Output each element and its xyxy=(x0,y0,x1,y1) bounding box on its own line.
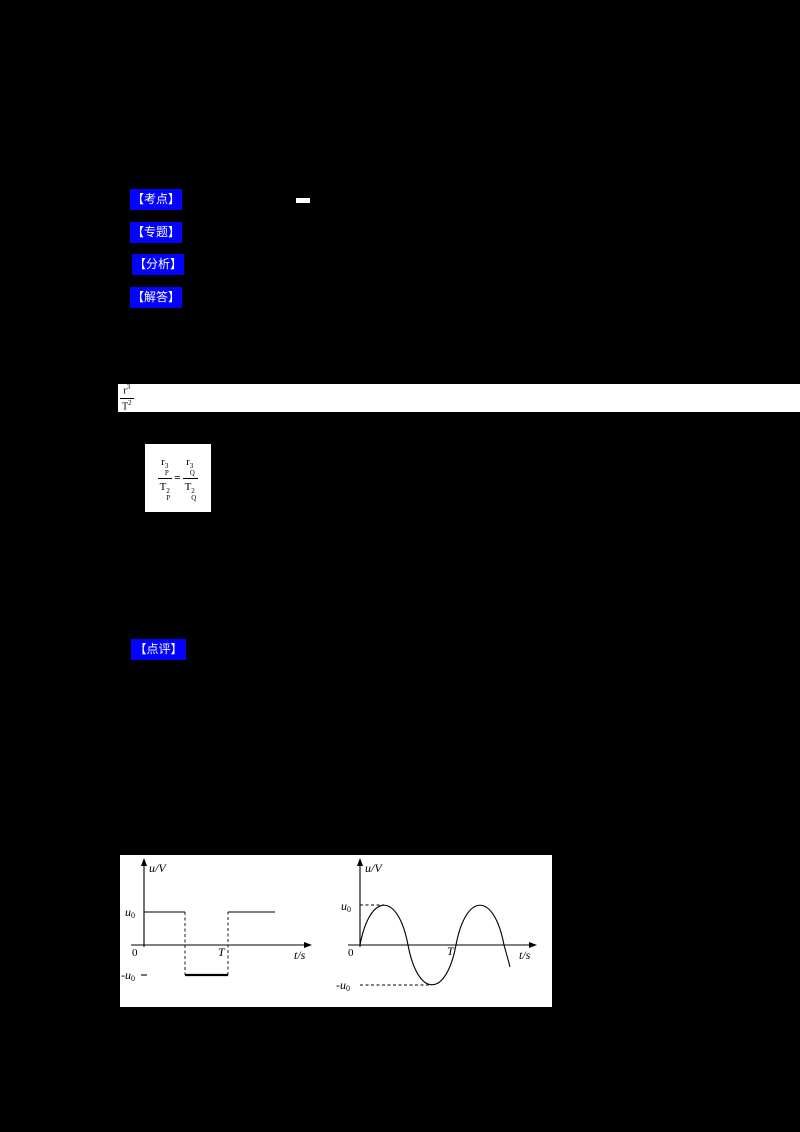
highlight-dash-mark xyxy=(296,198,310,203)
origin-label: 0 xyxy=(132,947,138,959)
x-axis-arrow xyxy=(529,942,537,948)
section-tag-5: 【点评】 xyxy=(131,639,186,660)
y-axis-arrow xyxy=(357,858,363,866)
pos-amplitude-label: u0 xyxy=(341,899,351,914)
section-tag-4: 【解答】 xyxy=(130,287,182,308)
section-tag-2: 【专题】 xyxy=(130,222,182,243)
period-label: T xyxy=(447,944,455,958)
kepler-denominator: T2 xyxy=(122,398,132,412)
section-tag-1: 【考点】 xyxy=(130,189,182,210)
sine-wave-graph: u/V t/s 0 T u0 -u0 xyxy=(336,858,537,993)
neg-amplitude-label: -u0 xyxy=(336,978,350,993)
x-axis-label: t/s xyxy=(519,948,531,962)
y-axis-label: u/V xyxy=(365,861,383,875)
period-label: T xyxy=(218,945,226,959)
square-wave-graph: u/V t/s 0 T u0 -u0 xyxy=(121,858,312,983)
voltage-graphs-panel: u/V t/s 0 T u0 -u0 u/V t/s xyxy=(120,855,552,1007)
y-axis-label: u/V xyxy=(149,861,167,875)
origin-label: 0 xyxy=(348,947,354,959)
x-axis-arrow xyxy=(304,942,312,948)
waveform-graphs: u/V t/s 0 T u0 -u0 u/V t/s xyxy=(121,858,537,993)
sine-curve xyxy=(359,904,511,986)
pos-amplitude-label: u0 xyxy=(125,905,135,920)
kepler-equation-strip: r3 T2 xyxy=(118,383,800,414)
kepler-numerator: r3 xyxy=(120,383,134,399)
equals-sign: = xyxy=(174,472,181,484)
kepler-fraction: r3 T2 xyxy=(120,383,134,414)
neg-amplitude-label: -u0 xyxy=(121,968,135,983)
x-axis-label: t/s xyxy=(294,948,306,962)
section-tag-3: 【分析】 xyxy=(132,254,184,275)
y-axis-arrow xyxy=(141,858,147,866)
